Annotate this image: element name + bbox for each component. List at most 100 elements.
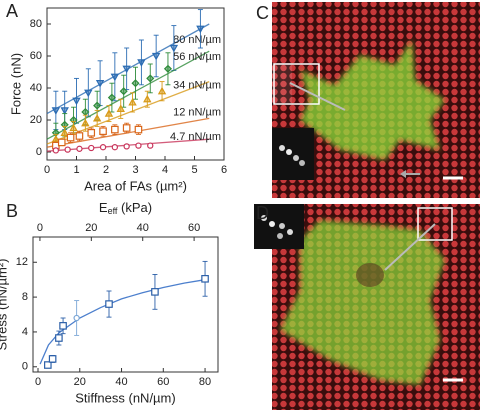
data-point (169, 44, 179, 53)
data-point (84, 89, 93, 98)
x-tick-label: 4 (162, 164, 168, 176)
data-point (64, 146, 71, 153)
line-label: 4.7 nN/µm (170, 131, 221, 143)
data-point (51, 134, 61, 143)
data-point (81, 107, 90, 117)
data-point (76, 145, 83, 152)
line-label: 12 nN/µm (173, 106, 221, 118)
x-tick-label: 1 (73, 164, 79, 176)
data-point (111, 144, 119, 151)
plot-frame (32, 236, 219, 373)
line-label: 34 nN/µm (173, 80, 221, 92)
panel-label: A (6, 1, 18, 21)
y-tick-label: 0 (22, 361, 28, 373)
data-point (151, 288, 159, 296)
data-point (95, 80, 105, 88)
data-point (59, 322, 67, 330)
data-point (81, 118, 90, 127)
x-tick-label: 5 (191, 164, 197, 176)
data-point (135, 142, 142, 149)
data-point (104, 109, 114, 117)
x2-label-sub: eff (108, 206, 118, 216)
data-point (157, 86, 167, 95)
data-point (55, 334, 63, 342)
x-tick-label: 3 (132, 164, 138, 176)
data-point (119, 87, 128, 96)
y-tick-label: 60 (30, 50, 42, 62)
data-point (122, 65, 131, 74)
y-tick-label: 40 (30, 82, 42, 94)
data-point (111, 125, 119, 134)
data-point (107, 93, 116, 102)
data-point (122, 124, 131, 132)
fit-line (46, 80, 210, 145)
x-axis-label: Area of FAs (µm²) (84, 178, 187, 193)
data-point (143, 94, 152, 103)
y-tick-label: 12 (16, 256, 28, 268)
y-axis-label: Force (nN) (8, 53, 23, 115)
y-tick-label: 20 (30, 114, 42, 126)
line-label: 80 nN/µm (173, 34, 221, 46)
y-axis-label: Stress (nN/µm²) (0, 259, 9, 351)
panel-label: B (6, 201, 18, 221)
data-point (123, 143, 130, 150)
line-label: 56 nN/µm (173, 51, 221, 63)
data-point (131, 79, 140, 88)
data-point (69, 123, 78, 132)
data-point (99, 127, 107, 136)
data-point (75, 132, 84, 140)
x2-tick-label: 40 (137, 222, 149, 234)
data-point (93, 101, 102, 110)
x2-tick-label: 0 (37, 222, 43, 234)
x-tick-label: 20 (74, 376, 86, 388)
data-point (60, 107, 69, 115)
data-point (48, 355, 57, 363)
x-tick-label: 80 (199, 376, 211, 388)
y-tick-label: 80 (30, 18, 42, 30)
x-tick-label: 6 (221, 164, 227, 176)
x-tick-label: 2 (103, 164, 109, 176)
data-point (52, 147, 60, 154)
data-point (72, 97, 81, 106)
data-point (116, 104, 125, 112)
x2-label-rest: (kPa) (117, 200, 152, 215)
x2-axis-label: Eeff (kPa) (99, 200, 152, 216)
x-tick-label: 0 (35, 376, 41, 388)
data-point (137, 59, 146, 67)
data-point (92, 113, 102, 122)
data-point (105, 300, 113, 308)
data-point (99, 144, 107, 151)
data-point (73, 314, 80, 322)
data-point (128, 97, 137, 106)
panel-label: C (256, 3, 269, 23)
data-point (110, 73, 120, 82)
x2-tick-label: 20 (85, 222, 97, 234)
data-point (44, 361, 52, 369)
data-point (87, 129, 96, 137)
y-tick-label: 8 (22, 291, 28, 303)
data-point (196, 25, 205, 34)
data-point (163, 64, 172, 73)
micrograph-d (254, 204, 480, 410)
y-tick-label: 4 (22, 326, 28, 338)
micrograph-c (272, 2, 480, 198)
x2-label-main: E (99, 200, 108, 215)
data-point (151, 52, 161, 61)
x-axis-label: Stiffness (nN/µm) (75, 390, 175, 405)
data-point (134, 125, 143, 134)
x-tick-label: 0 (44, 164, 50, 176)
data-point (201, 275, 209, 283)
data-point (51, 107, 61, 115)
data-point (57, 138, 66, 147)
data-point (147, 142, 154, 149)
x-tick-label: 60 (157, 376, 169, 388)
fit-line (39, 279, 206, 365)
data-point (146, 74, 155, 83)
panel-label: D (256, 203, 269, 223)
y-tick-label: 0 (36, 146, 42, 158)
data-point (66, 133, 75, 142)
x2-tick-label: 60 (188, 222, 200, 234)
data-point (88, 144, 95, 152)
x-tick-label: 40 (115, 376, 127, 388)
